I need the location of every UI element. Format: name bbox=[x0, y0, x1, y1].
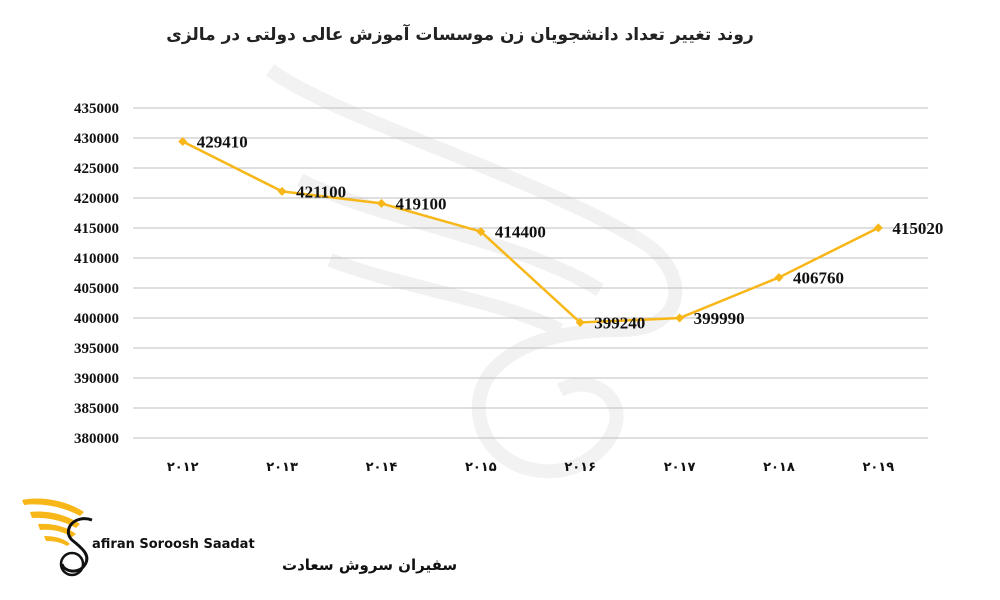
x-tick-label: ۲۰۱۹ bbox=[862, 460, 894, 475]
y-tick-label: 380000 bbox=[74, 431, 119, 447]
wing-s-logo-icon bbox=[22, 498, 93, 577]
data-label: 399240 bbox=[594, 314, 645, 333]
data-label: 414400 bbox=[495, 223, 546, 242]
x-tick-label: ۲۰۱۷ bbox=[664, 460, 696, 475]
watermark-wing-icon bbox=[265, 64, 683, 479]
data-label: 406760 bbox=[793, 268, 844, 287]
brand-name-fa: سفیران سروش سعادت bbox=[282, 556, 457, 574]
y-tick-label: 430000 bbox=[74, 131, 119, 147]
series-line-path bbox=[182, 140, 879, 324]
data-point-marker bbox=[675, 313, 685, 323]
data-label: 399990 bbox=[694, 309, 745, 328]
chart-title: روند تغییر تعداد دانشجویان زن موسسات آمو… bbox=[166, 23, 754, 45]
data-label: 415020 bbox=[892, 219, 943, 238]
y-tick-label: 390000 bbox=[74, 371, 119, 387]
data-point-marker bbox=[873, 223, 883, 233]
brand-logo: afiran Soroosh Saadat سفیران سروش سعادت bbox=[22, 498, 457, 577]
data-label: 421100 bbox=[296, 182, 346, 201]
y-axis: 380000 385000 390000 395000 400000 405000 4100… bbox=[74, 101, 119, 447]
data-point-marker bbox=[476, 227, 486, 237]
y-tick-label: 415000 bbox=[74, 221, 119, 237]
x-tick-label: ۲۰۱۸ bbox=[763, 460, 795, 475]
y-tick-label: 435000 bbox=[74, 101, 119, 117]
x-tick-label: ۲۰۱۵ bbox=[465, 460, 497, 475]
x-tick-label: ۲۰۱۳ bbox=[266, 460, 298, 475]
y-tick-label: 400000 bbox=[74, 311, 119, 327]
x-tick-label: ۲۰۱۲ bbox=[167, 460, 199, 475]
data-labels: 429410 421100 419100 414400 399240 399990 4067… bbox=[197, 133, 944, 333]
data-point-marker bbox=[575, 318, 585, 328]
data-point-marker bbox=[774, 272, 784, 282]
x-axis: ۲۰۱۲ ۲۰۱۳ ۲۰۱۴ ۲۰۱۵ ۲۰۱۶ ۲۰۱۷ ۲۰۱۸ ۲۰۱۹ bbox=[167, 460, 894, 475]
gridlines bbox=[133, 107, 928, 439]
data-point-marker bbox=[376, 198, 386, 208]
series-markers bbox=[178, 137, 883, 328]
brand-name-en: afiran Soroosh Saadat bbox=[92, 537, 255, 552]
y-tick-label: 405000 bbox=[74, 281, 119, 297]
data-point-marker bbox=[277, 186, 287, 196]
y-tick-label: 395000 bbox=[74, 341, 119, 357]
y-tick-label: 420000 bbox=[74, 191, 119, 207]
y-tick-label: 410000 bbox=[74, 251, 119, 267]
x-tick-label: ۲۰۱۴ bbox=[366, 460, 398, 475]
y-tick-label: 385000 bbox=[74, 401, 119, 417]
x-tick-label: ۲۰۱۶ bbox=[564, 460, 596, 475]
series-line bbox=[182, 140, 879, 324]
y-tick-label: 425000 bbox=[74, 161, 119, 177]
data-label: 419100 bbox=[395, 194, 446, 213]
data-point-marker bbox=[178, 137, 188, 147]
data-label: 429410 bbox=[197, 133, 248, 152]
